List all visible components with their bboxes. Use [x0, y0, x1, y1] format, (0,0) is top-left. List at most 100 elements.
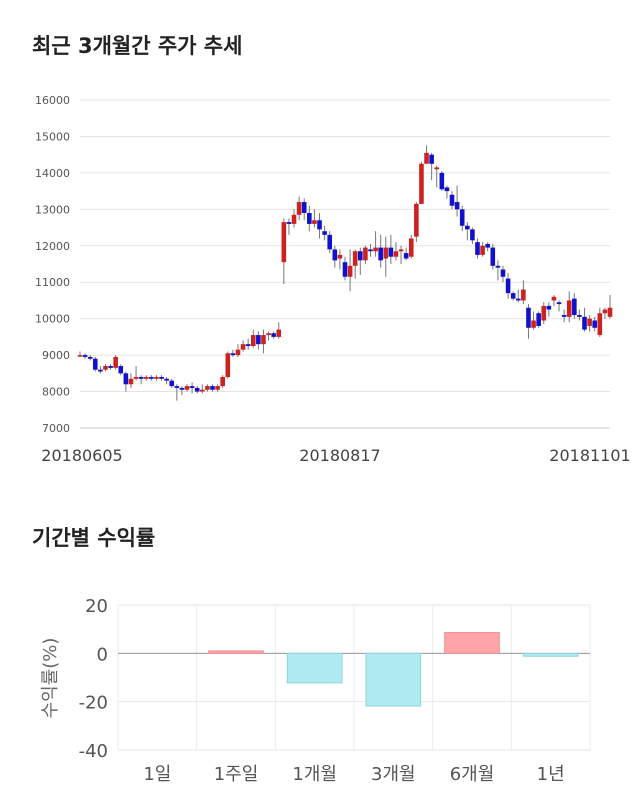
candle-body	[383, 247, 389, 259]
candle-body	[541, 305, 547, 321]
returns-chart-title: 기간별 수익률	[32, 526, 156, 550]
candle-body	[526, 307, 531, 328]
candle-body	[388, 247, 394, 257]
candle-body	[551, 296, 557, 301]
candle-body	[220, 376, 225, 387]
candle-body	[607, 307, 613, 317]
candle-body	[301, 202, 307, 213]
candle-body	[398, 249, 404, 252]
candle-body	[480, 245, 485, 255]
return-bar	[522, 652, 579, 657]
candle-body	[495, 265, 501, 268]
y-tick-label: 13000	[35, 203, 70, 216]
candle-body	[429, 154, 434, 164]
candle-body	[164, 378, 169, 381]
candle-body	[592, 320, 598, 328]
candle-body	[439, 172, 445, 190]
candle-body	[133, 376, 139, 379]
candle-body	[357, 251, 363, 261]
candle-body	[368, 249, 373, 252]
candle-body	[123, 373, 129, 385]
y-tick-label: 11000	[35, 276, 70, 289]
candle-body	[485, 243, 490, 248]
category-label: 6개월	[450, 764, 495, 785]
candle-body	[561, 315, 567, 317]
price-chart: 7000 8000 9000 10000 11000 12000 13000 14000 150…	[35, 94, 631, 465]
candle-body	[118, 366, 124, 374]
category-label: 1주일	[214, 764, 259, 785]
candle-body	[128, 378, 134, 385]
candle-body	[250, 335, 256, 346]
candle-body	[459, 209, 465, 226]
candle-body	[266, 333, 271, 336]
candle-body	[271, 333, 276, 337]
y-tick-label: 12000	[35, 240, 70, 253]
candle-body	[210, 386, 215, 390]
candle-body	[363, 247, 368, 261]
candle-body	[347, 265, 353, 277]
candle-body	[475, 242, 480, 255]
candle-body	[556, 302, 562, 305]
candle-body	[215, 386, 220, 390]
candle-body	[536, 313, 541, 326]
y-tick-label: 20	[85, 596, 108, 617]
candle-body	[373, 247, 378, 252]
candle-body	[143, 376, 149, 379]
candle-body	[602, 309, 608, 314]
candle-body	[189, 386, 195, 388]
candle-body	[470, 229, 475, 241]
candle-body	[419, 163, 424, 204]
candle-body	[281, 222, 287, 263]
candle-body	[322, 231, 327, 235]
candle-body	[230, 353, 236, 356]
candle-body	[261, 335, 266, 345]
category-label: 3개월	[371, 764, 416, 785]
candle-body	[291, 214, 297, 224]
candle-body	[245, 344, 251, 346]
candle-body	[174, 386, 180, 388]
y-tick-label: 15000	[35, 130, 70, 143]
category-label: 1년	[537, 764, 565, 785]
candle-body	[225, 353, 231, 377]
y-axis-label: 수익률(%)	[40, 638, 61, 719]
candle-body	[276, 329, 282, 337]
y-tick-label: -40	[79, 741, 108, 762]
candle-body	[92, 358, 98, 370]
x-tick-label: 20180817	[299, 446, 380, 465]
candle-body	[286, 222, 292, 224]
y-tick-label: -20	[79, 693, 108, 714]
candle-body	[98, 369, 103, 372]
candle-body	[327, 234, 333, 250]
candle-body	[587, 318, 592, 326]
category-label: 1개월	[292, 764, 337, 785]
candle-body	[240, 344, 246, 350]
candle-body	[113, 356, 118, 368]
candle-body	[256, 335, 261, 345]
candle-body	[179, 387, 185, 390]
candle-body	[454, 202, 460, 210]
candle-body	[82, 355, 88, 357]
candle-body	[307, 212, 312, 224]
y-tick-label: 14000	[35, 167, 70, 180]
return-bar	[286, 652, 343, 684]
y-tick-label: 16000	[35, 94, 70, 107]
candle-body	[490, 247, 496, 266]
candle-body	[138, 376, 144, 379]
candle-body	[531, 320, 536, 328]
candle-body	[200, 389, 205, 392]
candle-body	[521, 289, 526, 301]
candle-body	[566, 300, 572, 317]
candle-body	[87, 356, 93, 359]
candle-body	[77, 355, 83, 357]
candle-body	[515, 298, 521, 301]
price-chart-title: 최근 3개월간 주가 추세	[32, 34, 243, 58]
candle-body	[546, 305, 552, 310]
candle-body	[444, 187, 450, 192]
y-tick-label: 7000	[42, 422, 70, 435]
return-bar	[208, 650, 264, 654]
candle-body	[449, 194, 455, 206]
candle-body	[352, 251, 358, 266]
candle-body	[296, 202, 302, 215]
y-tick-label: 9000	[42, 349, 70, 362]
y-tick-label: 0	[97, 644, 108, 665]
